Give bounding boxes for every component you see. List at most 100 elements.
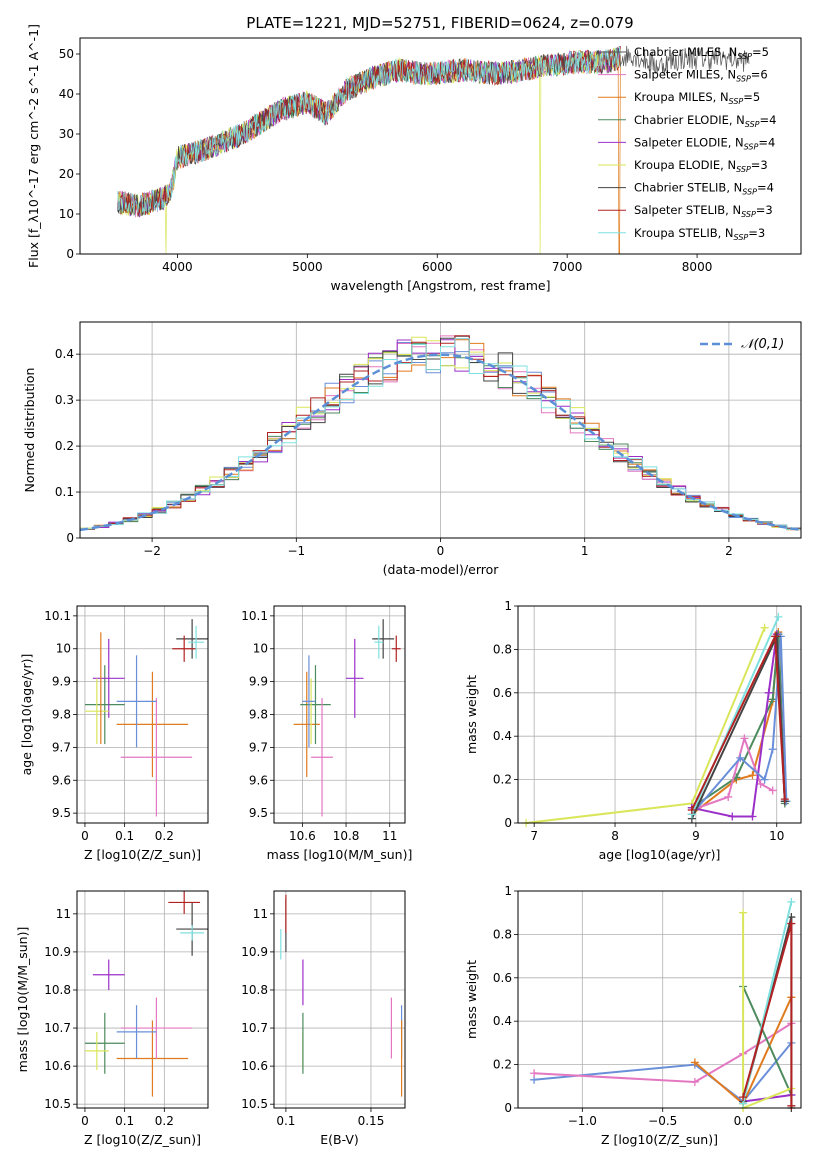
x-tick-label: 10 <box>769 829 784 843</box>
y-tick-label: 40 <box>59 87 74 101</box>
legend-subscript: SSP <box>742 188 757 197</box>
histograms <box>80 335 801 532</box>
y-tick-label: 0.2 <box>493 773 512 787</box>
x-tick-label: −2 <box>143 544 161 558</box>
legend-entry: Chabrier ELODIE, NSSP=4 <box>634 113 776 129</box>
y-tick-label: 0.2 <box>493 1058 512 1072</box>
legend-entry-rest: =4 <box>760 113 777 127</box>
y-tick-label: 9.7 <box>52 740 71 754</box>
y-axis-label: Normed distribution <box>22 368 37 493</box>
y-tick-label: 10 <box>59 207 74 221</box>
series-marker <box>748 812 757 821</box>
y-axis-label: age [log10(age/yr)] <box>19 654 34 776</box>
panel-spectrum: 4000 5000 6000 7000 8000 0 10 20 30 40 50 wavelengt… <box>26 24 802 293</box>
axes-frame <box>517 890 802 1109</box>
series-line <box>742 986 793 1096</box>
y-tick-label: 0.8 <box>493 642 512 656</box>
series-marker <box>530 1069 539 1078</box>
y-tick-label: 50 <box>59 47 74 61</box>
y-axis-label: mass weight <box>464 960 479 1039</box>
x-tick-label: 0.1 <box>276 1114 295 1128</box>
legend-subscript: SSP <box>741 210 756 219</box>
normal-curve <box>80 353 801 532</box>
series-marker <box>748 771 757 780</box>
spectrum-legend: Chabrier MILES, NSSP=5 Salpeter MILES, NS… <box>598 45 776 242</box>
legend-entry: Kroupa STELIB, NSSP=3 <box>634 226 765 242</box>
legend-entry-rest: =5 <box>743 90 760 104</box>
series-marker <box>739 1093 748 1102</box>
histogram-step <box>80 338 801 532</box>
y-tick-label: 10.1 <box>44 609 71 623</box>
y-tick-label: 0.8 <box>493 927 512 941</box>
y-tick-label: 9.5 <box>249 806 268 820</box>
legend-entry-rest: =3 <box>756 203 773 217</box>
legend-subscript: SSP <box>744 142 759 151</box>
y-tick-label: 10 <box>253 642 268 656</box>
series-marker <box>690 1058 699 1067</box>
legend-subscript: SSP <box>729 97 744 106</box>
y-tick-label: 9.6 <box>249 773 268 787</box>
series-marker <box>787 897 796 906</box>
y-tick-label: 0 <box>504 1101 512 1115</box>
x-axis-label: (data-model)/error <box>383 562 500 577</box>
series-marker <box>764 688 773 697</box>
legend-entry: Chabrier MILES, NSSP=5 <box>634 45 769 61</box>
legend-entry-rest: =4 <box>757 181 774 195</box>
x-axis-label: age [log10(age/yr)] <box>599 847 721 862</box>
legend-subscript: SSP <box>736 165 751 174</box>
x-tick-label: −1 <box>287 544 305 558</box>
y-tick-label: 10.6 <box>241 1059 268 1073</box>
x-tick-label: −1.0 <box>568 1114 597 1128</box>
y-tick-label: 10 <box>56 642 71 656</box>
legend-entry: Salpeter STELIB, NSSP=3 <box>634 203 773 219</box>
spectrum-line <box>117 46 621 217</box>
series-marker <box>740 734 749 743</box>
panel-age_vs_mass: 10.6 10.8 11 9.5 9.6 9.7 9.8 9.9 10 10.1 mass [log… <box>241 605 413 862</box>
axes-frame <box>76 890 209 1109</box>
legend-subscript: SSP <box>737 52 752 61</box>
x-axis-label: Z [log10(Z/Z_sun)] <box>84 847 201 862</box>
series-marker <box>736 753 745 762</box>
x-tick-label: 0 <box>81 829 89 843</box>
y-tick-label: 10.9 <box>44 945 71 959</box>
x-tick-label: 2 <box>725 544 733 558</box>
x-tick-label: 8000 <box>682 260 713 274</box>
y-tick-label: 10.7 <box>241 1021 268 1035</box>
y-tick-label: 30 <box>59 127 74 141</box>
series-marker <box>724 792 733 801</box>
y-tick-label: 10.9 <box>241 945 268 959</box>
axes-frame <box>517 605 802 824</box>
y-axis-label: mass [log10(M/M_sun)] <box>15 927 30 1073</box>
legend-entry: Salpeter ELODIE, NSSP=4 <box>634 135 775 151</box>
x-tick-label: 0 <box>437 544 445 558</box>
y-tick-label: 0 <box>504 816 512 830</box>
y-tick-label: 9.5 <box>52 806 71 820</box>
panels: 4000 5000 6000 7000 800001020304050wavelengt… <box>15 24 802 1147</box>
x-tick-label: 10.8 <box>333 829 360 843</box>
legend-subscript: SSP <box>736 75 751 84</box>
x-tick-label: 6000 <box>422 260 453 274</box>
series-marker <box>687 805 696 814</box>
y-tick-label: 20 <box>59 167 74 181</box>
series-marker <box>768 786 777 795</box>
panel-weight_vs_Z: −1.0 −0.5 0.0 0 0.2 0.4 0.6 0.8 1 Z [log10(Z/Z_su… <box>464 884 802 1147</box>
axes-frame <box>79 37 802 255</box>
series-marker <box>780 795 789 804</box>
panel-mass_vs_Z: 0 0.1 0.2 10.5 10.6 10.7 10.8 10.9 11 Z [log10(Z/… <box>15 890 209 1147</box>
x-axis-label: wavelength [Angstrom, rest frame] <box>330 278 550 293</box>
x-axis-label: mass [log10(M/M_sun)] <box>267 847 413 862</box>
panel-age_vs_Z: 0 0.1 0.2 9.5 9.6 9.7 9.8 9.9 10 10.1 Z [log10(Z/Z… <box>19 605 209 862</box>
y-tick-label: 10.8 <box>44 983 71 997</box>
x-tick-label: 8 <box>611 829 619 843</box>
series-marker <box>739 908 748 917</box>
axes-frame <box>76 605 209 824</box>
y-tick-label: 0.4 <box>493 1014 512 1028</box>
y-tick-label: 0.6 <box>493 686 512 700</box>
x-tick-label: 0.2 <box>155 1114 174 1128</box>
y-tick-label: 1 <box>504 599 512 613</box>
legend-subscript: SSP <box>745 120 760 129</box>
x-tick-label: 0 <box>81 1114 89 1128</box>
panel-mass_vs_ebv: 0.1 0.15 10.5 10.6 10.7 10.8 10.9 11 E(B-V) <box>241 890 406 1147</box>
x-tick-label: 0.0 <box>734 1114 753 1128</box>
y-tick-label: 0.6 <box>493 971 512 985</box>
